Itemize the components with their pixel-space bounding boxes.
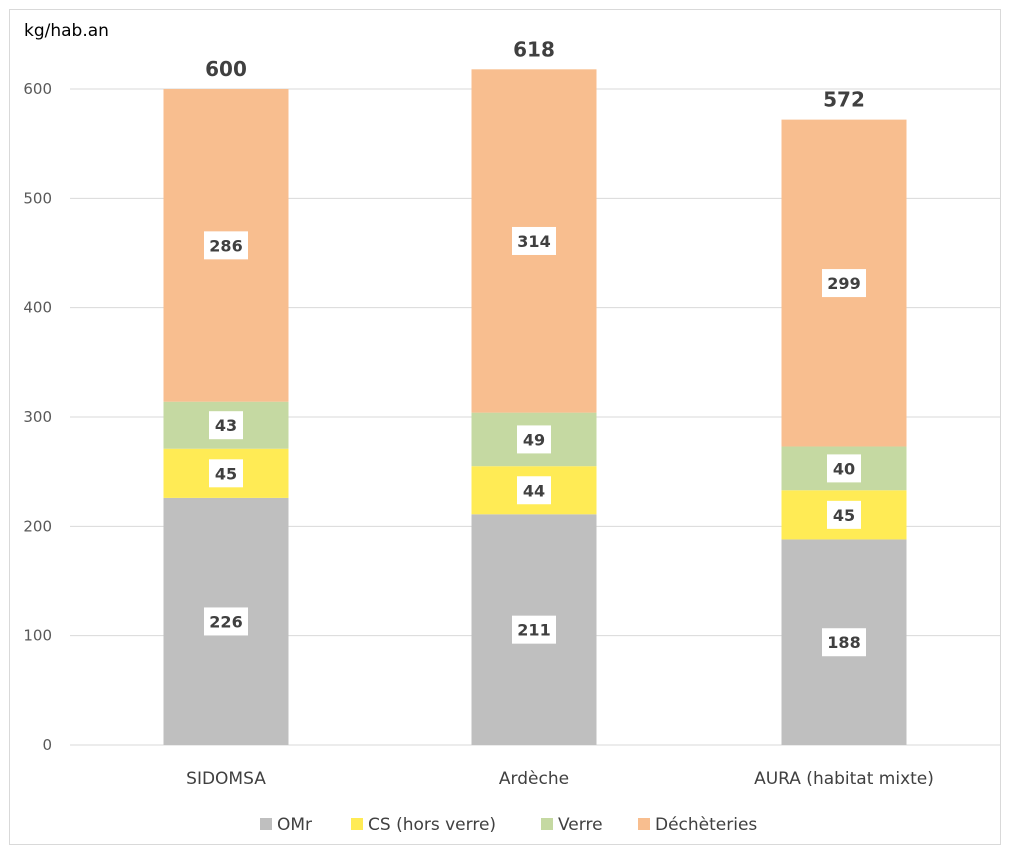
x-tick-label: Ardèche [499, 769, 569, 789]
y-tick-label: 200 [23, 517, 52, 535]
data-label-box [822, 269, 866, 298]
data-label: 211 [517, 621, 550, 640]
data-label-box [827, 454, 861, 483]
data-label: 314 [517, 232, 550, 251]
data-label-box [204, 607, 248, 636]
data-label-box [209, 411, 243, 440]
data-label-box [209, 459, 243, 488]
legend-swatch [351, 818, 363, 830]
legend-label: Déchèteries [655, 815, 757, 835]
total-label: 572 [823, 88, 865, 112]
y-tick-label: 400 [23, 299, 52, 317]
data-label-box [822, 628, 866, 657]
y-tick-label: 300 [23, 408, 52, 426]
data-label: 286 [209, 236, 242, 255]
legend-label: CS (hors verre) [368, 815, 496, 835]
legend-swatch [260, 818, 272, 830]
data-label: 188 [827, 633, 860, 652]
y-tick-label: 100 [23, 627, 52, 645]
legend-swatch [638, 818, 650, 830]
data-label: 44 [523, 481, 545, 500]
data-label: 40 [833, 459, 855, 478]
total-label: 600 [205, 57, 247, 81]
data-label: 45 [215, 464, 237, 483]
legend-label: OMr [277, 815, 312, 835]
data-label-box [512, 615, 556, 644]
data-label-box [517, 425, 551, 454]
data-label: 45 [833, 506, 855, 525]
y-tick-label: 0 [42, 736, 52, 754]
data-label: 226 [209, 612, 242, 631]
x-tick-label: SIDOMSA [186, 769, 266, 789]
y-tick-label: 600 [23, 80, 52, 98]
data-label-box [204, 231, 248, 260]
legend-label: Verre [558, 815, 603, 835]
y-tick-label: 500 [23, 189, 52, 207]
legend-swatch [541, 818, 553, 830]
y-axis-label: kg/hab.an [24, 21, 109, 41]
x-tick-label: AURA (habitat mixte) [754, 769, 934, 789]
data-label: 299 [827, 274, 860, 293]
data-label-box [512, 226, 556, 255]
total-label: 618 [513, 37, 555, 61]
data-label: 43 [215, 416, 237, 435]
data-label-box [517, 476, 551, 505]
data-label: 49 [523, 430, 545, 449]
data-label-box [827, 500, 861, 529]
